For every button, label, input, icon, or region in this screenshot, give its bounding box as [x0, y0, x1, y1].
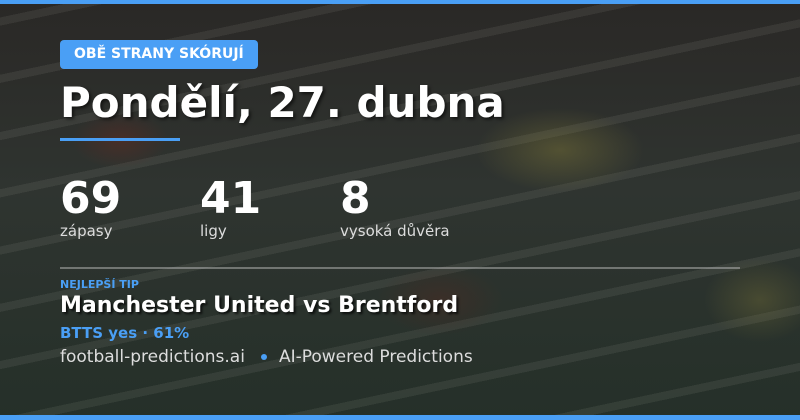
- stat-label: ligy: [200, 222, 227, 240]
- stat-high-confidence: 8 vysoká důvěra: [340, 173, 450, 241]
- stat-value: 69: [60, 173, 122, 224]
- page-title: Pondělí, 27. dubna: [60, 78, 505, 127]
- stat-matches: 69 zápasy: [60, 173, 122, 241]
- footer: football-predictions.ai AI-Powered Predi…: [60, 347, 473, 367]
- top-accent-bar: [0, 0, 800, 4]
- stat-label: zápasy: [60, 222, 113, 240]
- stat-label: vysoká důvěra: [340, 222, 450, 240]
- title-underline: [60, 138, 180, 141]
- best-tip-pick: BTTS yes · 61%: [60, 324, 190, 342]
- stat-value: 41: [200, 173, 262, 224]
- stat-leagues: 41 ligy: [200, 173, 262, 241]
- bullet-dot-icon: [260, 354, 267, 360]
- stat-value: 8: [340, 173, 371, 224]
- divider: [60, 267, 740, 269]
- tagline: AI-Powered Predictions: [278, 347, 473, 367]
- best-tip-match: Manchester United vs Brentford: [60, 293, 459, 318]
- bottom-accent-bar: [0, 415, 800, 420]
- category-badge: OBĚ STRANY SKÓRUJÍ: [60, 40, 258, 69]
- best-tip-label: NEJLEPŠÍ TIP: [60, 278, 139, 291]
- site-name: football-predictions.ai: [60, 347, 245, 367]
